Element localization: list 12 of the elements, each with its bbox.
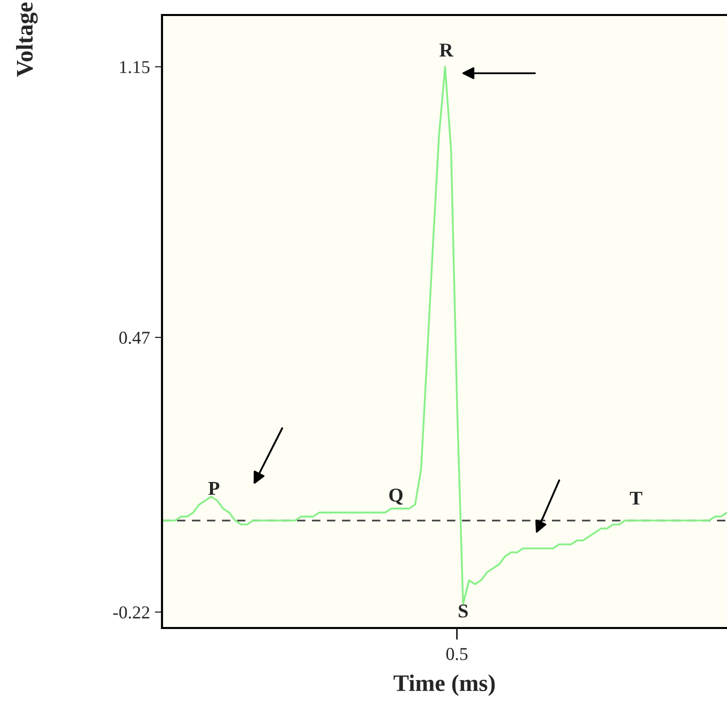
- annotation: Q: [389, 488, 403, 505]
- y-tick-label: 0.47: [119, 332, 150, 344]
- annotation: T: [630, 492, 642, 505]
- annotation: P: [208, 482, 220, 495]
- y-tick-label: -0.22: [113, 606, 150, 619]
- line-series: [162, 66, 727, 606]
- y-tick-label: 1.15: [120, 61, 150, 74]
- text: 0.5: [446, 648, 468, 660]
- y-axis-title: Voltage: [16, 2, 38, 77]
- annotation: R: [440, 44, 454, 56]
- annotation: S: [458, 604, 468, 618]
- x-axis-title: Time (ms): [394, 674, 495, 696]
